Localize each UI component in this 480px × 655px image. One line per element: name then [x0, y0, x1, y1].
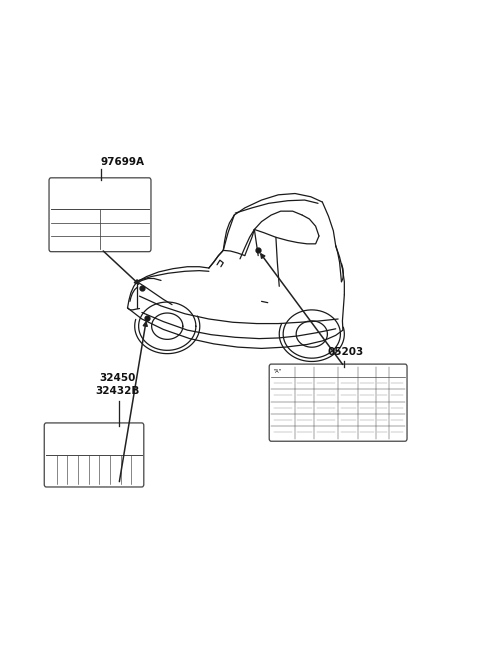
- Text: 97699A: 97699A: [101, 157, 145, 168]
- Bar: [271, 377, 405, 389]
- Bar: [51, 209, 149, 223]
- Text: 32450: 32450: [100, 373, 136, 383]
- Bar: [51, 236, 149, 249]
- Bar: [271, 414, 405, 426]
- Text: "A": "A": [274, 369, 281, 374]
- Text: 32432B: 32432B: [96, 386, 140, 396]
- Bar: [271, 389, 405, 402]
- FancyBboxPatch shape: [49, 178, 151, 252]
- Bar: [271, 426, 405, 439]
- Bar: [46, 455, 142, 484]
- Bar: [51, 223, 149, 236]
- Text: 05203: 05203: [327, 347, 363, 357]
- Bar: [271, 402, 405, 414]
- Bar: [271, 367, 405, 377]
- FancyBboxPatch shape: [44, 423, 144, 487]
- FancyBboxPatch shape: [269, 364, 407, 441]
